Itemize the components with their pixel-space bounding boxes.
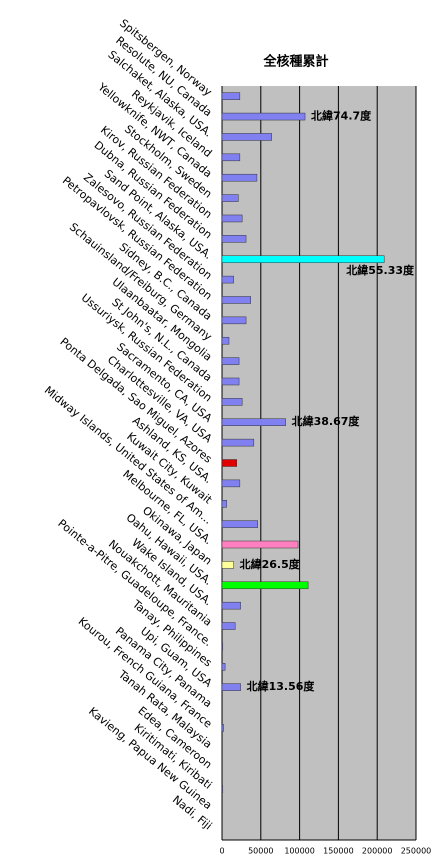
x-tick-label: 250000 (401, 847, 432, 856)
bar (221, 255, 385, 263)
chart-title: 全核種累計 (262, 54, 328, 70)
bar (221, 357, 240, 365)
bar (221, 500, 227, 508)
bar (221, 377, 240, 386)
annotation: 北緯38.67度 (292, 414, 361, 428)
bar (221, 479, 241, 488)
annotation: 北緯13.56度 (247, 679, 316, 693)
bar (221, 601, 241, 610)
bar (221, 153, 241, 162)
bar (221, 173, 258, 182)
bar (221, 316, 247, 325)
bar (221, 459, 237, 467)
bar (221, 642, 224, 651)
bar (221, 214, 243, 223)
bar (221, 418, 286, 426)
bar (221, 622, 236, 630)
annotation: 北緯55.33度 (346, 263, 415, 277)
x-tick-label: 100000 (284, 847, 315, 856)
x-tick-label: 0 (219, 847, 224, 856)
bar (221, 133, 272, 141)
bar (221, 112, 306, 121)
bar (221, 724, 224, 732)
bar (221, 581, 309, 590)
bar (221, 683, 241, 691)
bar (221, 540, 299, 549)
bar (221, 194, 239, 202)
plot-area (222, 86, 416, 840)
bar (221, 296, 251, 304)
bar (221, 561, 234, 569)
annotation: 北緯74.7度 (311, 109, 372, 123)
bar (221, 398, 243, 406)
bar (221, 336, 230, 345)
bar (221, 663, 226, 671)
bar (221, 438, 255, 447)
bar (221, 520, 258, 528)
bar (221, 235, 247, 243)
x-tick-label: 150000 (323, 847, 354, 856)
x-tick-label: 50000 (248, 847, 273, 856)
bar (221, 92, 241, 100)
bar (221, 785, 224, 793)
bar (221, 275, 234, 284)
x-tick-label: 200000 (362, 847, 393, 856)
annotation: 北緯26.5度 (240, 557, 301, 571)
